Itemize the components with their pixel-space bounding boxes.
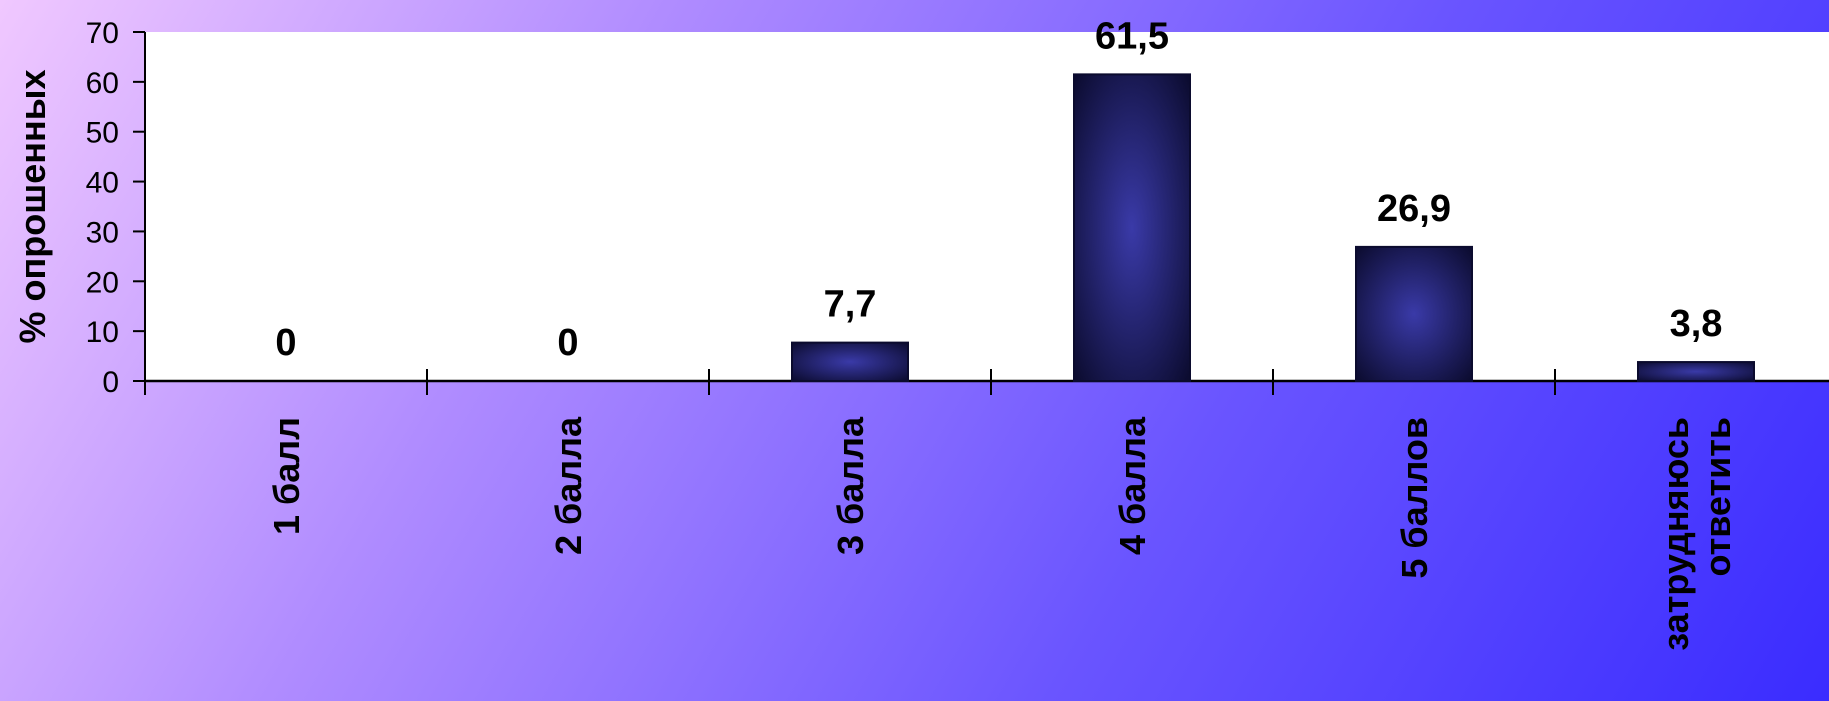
category-labels: 1 балл 2 балла 3 балла 4 балла 5 баллов затру… (266, 416, 1738, 651)
y-tick-label: 0 (102, 366, 119, 399)
y-tick-label: 40 (86, 167, 119, 200)
x-tick-label-line: ответить (1697, 417, 1738, 576)
x-tick-label: 1 балл (266, 417, 307, 535)
y-tick-label: 60 (86, 67, 119, 100)
x-axis (144, 369, 1829, 395)
y-tick-label: 30 (86, 216, 119, 249)
x-tick-label-line: 5 баллов (1394, 417, 1435, 579)
x-tick-label: затрудняюсь ответить (1655, 417, 1738, 651)
x-tick-label: 4 балла (1112, 416, 1153, 555)
y-tick-label: 50 (86, 117, 119, 150)
data-label: 26,9 (1377, 188, 1451, 230)
y-axis: 0 10 20 30 40 50 60 70 (86, 17, 146, 399)
data-label: 0 (275, 322, 296, 364)
y-tick-label: 20 (86, 266, 119, 299)
x-tick-label: 2 балла (548, 416, 589, 555)
x-tick-label-line: 2 балла (548, 416, 589, 555)
x-tick-label: 3 балла (830, 416, 871, 555)
bar (1637, 361, 1755, 383)
bar (1073, 73, 1191, 382)
bars (791, 73, 1755, 383)
value-labels: 0 0 7,7 61,5 26,9 3,8 (275, 15, 1722, 364)
x-tick-label-line: 4 балла (1112, 416, 1153, 555)
x-tick-label-line: затрудняюсь (1655, 417, 1696, 651)
bar (1355, 245, 1473, 382)
data-label: 61,5 (1095, 15, 1169, 57)
data-label: 0 (557, 322, 578, 364)
data-label: 3,8 (1670, 303, 1723, 345)
plot-area (145, 32, 1829, 381)
data-label: 7,7 (824, 284, 877, 326)
x-tick-label: 5 баллов (1394, 417, 1435, 579)
x-tick-label-line: 3 балла (830, 416, 871, 555)
y-tick-label: 70 (86, 17, 119, 50)
y-tick-label: 10 (86, 316, 119, 349)
y-axis-title: % опрошенных (12, 69, 53, 343)
x-tick-label-line: 1 балл (266, 417, 307, 535)
bar (791, 341, 909, 382)
